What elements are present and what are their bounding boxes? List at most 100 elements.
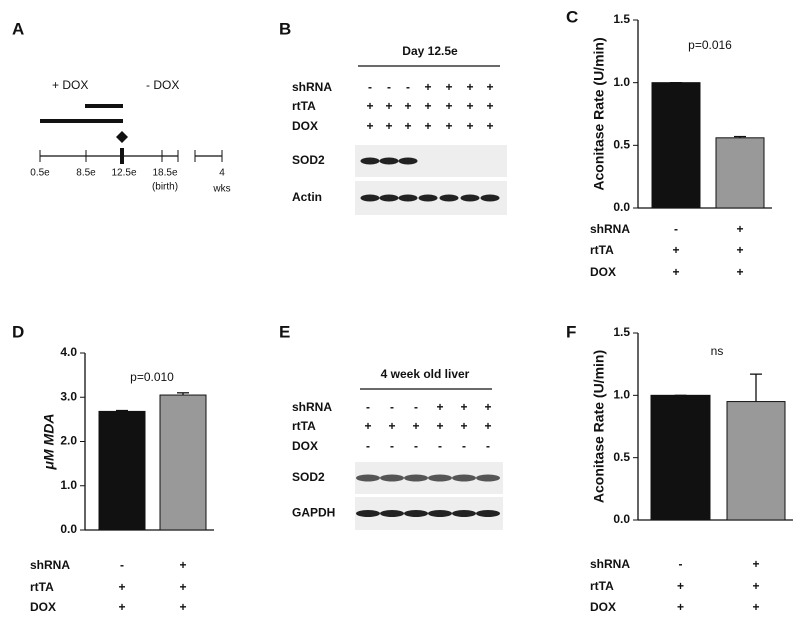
condition-mark: + bbox=[366, 119, 373, 133]
condition-mark: - bbox=[120, 558, 124, 572]
diagram-label: - DOX bbox=[146, 78, 179, 92]
condition-mark: + bbox=[179, 600, 186, 614]
condition-mark: - bbox=[414, 439, 418, 453]
row-label: shRNA bbox=[30, 558, 70, 572]
blot-title: 4 week old liver bbox=[381, 367, 470, 381]
condition-mark: + bbox=[466, 99, 473, 113]
condition-mark: + bbox=[677, 579, 684, 593]
blot-label: GAPDH bbox=[292, 506, 335, 520]
timeline-label: 8.5e bbox=[76, 168, 96, 179]
y-tick-label: 0.5 bbox=[613, 138, 630, 152]
row-label: rtTA bbox=[292, 99, 316, 113]
row-label: rtTA bbox=[590, 579, 614, 593]
condition-mark: + bbox=[424, 119, 431, 133]
bar bbox=[715, 137, 765, 209]
condition-mark: + bbox=[486, 119, 493, 133]
annotation: p=0.010 bbox=[130, 370, 174, 384]
condition-mark: - bbox=[679, 557, 683, 571]
condition-mark: - bbox=[390, 400, 394, 414]
y-tick-label: 1.0 bbox=[613, 75, 630, 89]
condition-mark: + bbox=[736, 243, 743, 257]
row-label: shRNA bbox=[292, 400, 332, 414]
band bbox=[418, 194, 438, 202]
band bbox=[452, 510, 476, 517]
row-label: rtTA bbox=[30, 580, 54, 594]
band bbox=[380, 510, 404, 517]
timeline-label: (birth) bbox=[152, 182, 178, 193]
blot-title: Day 12.5e bbox=[402, 44, 458, 58]
condition-mark: + bbox=[445, 80, 452, 94]
y-tick-label: 2.0 bbox=[60, 434, 77, 448]
timeline-label: 4 bbox=[219, 168, 225, 179]
condition-mark: + bbox=[118, 580, 125, 594]
band bbox=[379, 194, 399, 202]
condition-mark: - bbox=[674, 222, 678, 236]
condition-mark: + bbox=[179, 558, 186, 572]
condition-mark: + bbox=[484, 419, 491, 433]
band bbox=[379, 157, 399, 165]
condition-mark: - bbox=[438, 439, 442, 453]
y-tick-label: 0.0 bbox=[60, 522, 77, 536]
condition-mark: + bbox=[388, 419, 395, 433]
condition-mark: + bbox=[466, 80, 473, 94]
condition-mark: + bbox=[436, 419, 443, 433]
annotation: p=0.016 bbox=[688, 38, 732, 52]
panel-letter: F bbox=[566, 322, 576, 341]
band bbox=[460, 194, 480, 202]
y-tick-label: 0.5 bbox=[613, 450, 630, 464]
bar bbox=[650, 394, 711, 521]
condition-mark: + bbox=[486, 99, 493, 113]
condition-mark: + bbox=[404, 119, 411, 133]
panel-letter: B bbox=[279, 19, 291, 38]
condition-mark: + bbox=[486, 80, 493, 94]
blot-label: SOD2 bbox=[292, 153, 325, 167]
band bbox=[439, 194, 459, 202]
condition-mark: + bbox=[460, 419, 467, 433]
condition-mark: + bbox=[677, 600, 684, 614]
condition-mark: + bbox=[752, 579, 759, 593]
band bbox=[480, 194, 500, 202]
bar bbox=[159, 394, 207, 531]
y-axis-label: μM MDA bbox=[41, 414, 57, 471]
band bbox=[452, 474, 476, 482]
row-label: shRNA bbox=[590, 222, 630, 236]
condition-mark: - bbox=[366, 400, 370, 414]
condition-mark: + bbox=[118, 600, 125, 614]
timeline-label: 18.5e bbox=[152, 168, 177, 179]
condition-mark: + bbox=[445, 99, 452, 113]
blot-label: Actin bbox=[292, 190, 322, 204]
condition-mark: + bbox=[484, 400, 491, 414]
condition-mark: - bbox=[486, 439, 490, 453]
bar bbox=[726, 401, 786, 521]
y-tick-label: 1.0 bbox=[60, 478, 77, 492]
condition-mark: + bbox=[752, 557, 759, 571]
diamond bbox=[116, 131, 128, 143]
y-tick-label: 1.0 bbox=[613, 388, 630, 402]
timeline-label: wks bbox=[212, 184, 230, 195]
band bbox=[360, 157, 380, 165]
y-axis-label: Aconitase Rate (U/min) bbox=[591, 350, 607, 503]
band bbox=[380, 474, 404, 482]
row-label: DOX bbox=[590, 265, 616, 279]
condition-mark: + bbox=[366, 99, 373, 113]
y-tick-label: 3.0 bbox=[60, 389, 77, 403]
row-label: DOX bbox=[292, 439, 318, 453]
y-tick-label: 1.5 bbox=[613, 325, 630, 339]
row-label: shRNA bbox=[590, 557, 630, 571]
condition-mark: - bbox=[390, 439, 394, 453]
band bbox=[428, 510, 452, 517]
condition-mark: - bbox=[406, 80, 410, 94]
band bbox=[356, 510, 380, 517]
row-label: DOX bbox=[30, 600, 56, 614]
condition-mark: + bbox=[672, 243, 679, 257]
condition-mark: + bbox=[385, 119, 392, 133]
band bbox=[404, 474, 428, 482]
bar bbox=[651, 82, 701, 209]
condition-mark: + bbox=[466, 119, 473, 133]
condition-mark: + bbox=[412, 419, 419, 433]
condition-mark: + bbox=[752, 600, 759, 614]
row-label: shRNA bbox=[292, 80, 332, 94]
condition-mark: - bbox=[414, 400, 418, 414]
annotation: ns bbox=[711, 344, 724, 358]
